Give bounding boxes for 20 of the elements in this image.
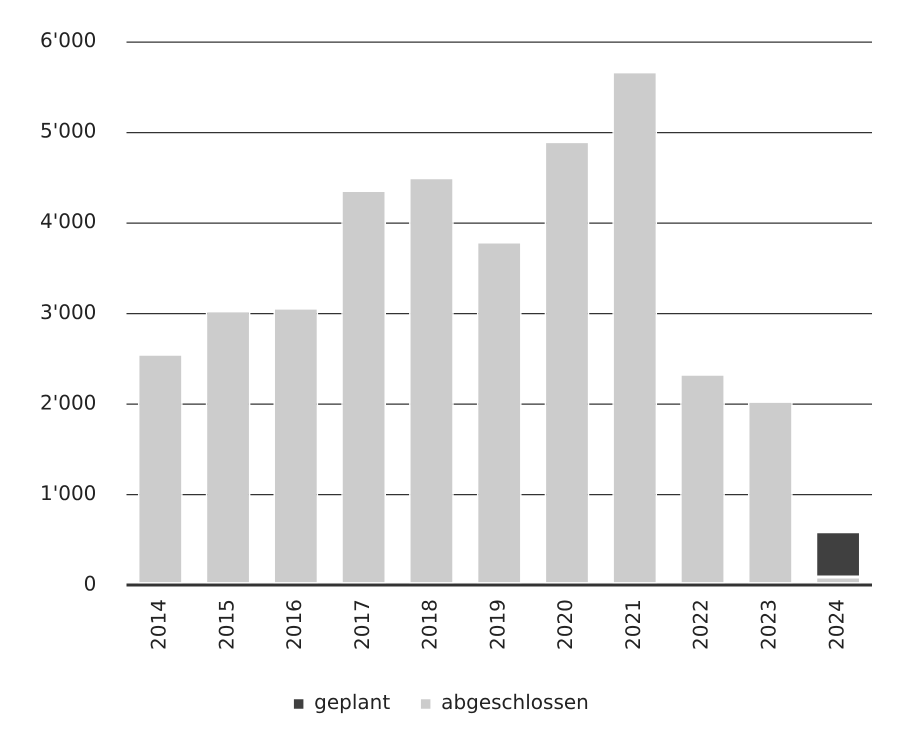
x-tick-label: 2024 — [824, 599, 848, 650]
x-tick-label: 2014 — [146, 599, 170, 650]
x-tick-label: 2019 — [485, 599, 510, 650]
x-tick-label: 2023 — [756, 599, 781, 650]
x-tick-label: 2021 — [620, 599, 645, 650]
x-tick-label: 2022 — [688, 599, 713, 650]
x-tick-label: 2020 — [553, 599, 578, 650]
y-tick-label: 1'000 — [40, 480, 96, 505]
y-tick-label: 5'000 — [40, 118, 96, 143]
y-tick-label: 3'000 — [40, 300, 96, 324]
y-tick-label: 0 — [84, 571, 96, 596]
x-tick-label: 2016 — [282, 599, 306, 650]
y-tick-label: 2'000 — [40, 390, 96, 414]
legend-label: abgeschlossen — [441, 690, 589, 714]
y-tick-label: 6'000 — [40, 28, 96, 52]
y-tick-label: 4'000 — [40, 209, 96, 234]
x-tick-label: 2018 — [418, 599, 442, 650]
legend-label: geplant — [314, 690, 390, 714]
x-tick-label: 2017 — [350, 599, 374, 650]
x-tick-label: 2015 — [214, 599, 238, 650]
